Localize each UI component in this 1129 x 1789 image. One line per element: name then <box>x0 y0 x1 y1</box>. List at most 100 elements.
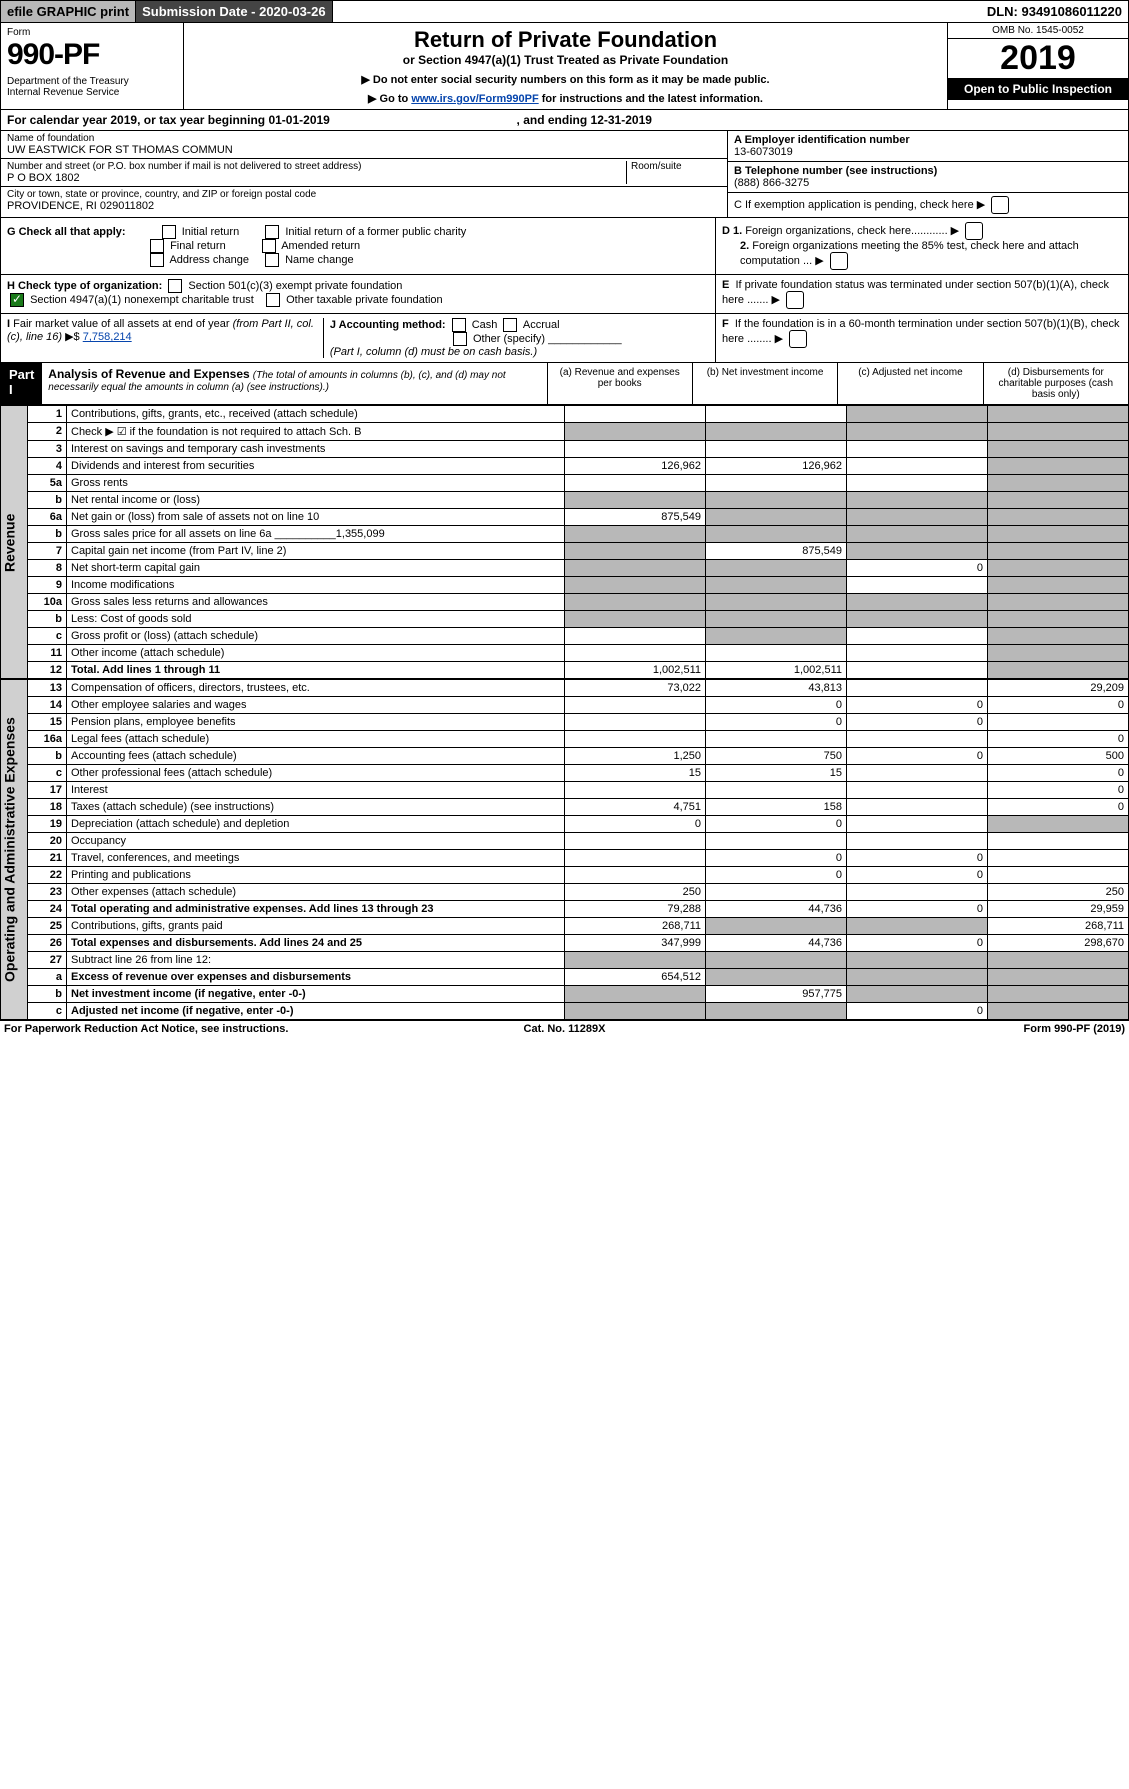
line-num: 21 <box>28 850 67 867</box>
col-a: 0 <box>565 816 706 833</box>
col-c <box>847 406 988 423</box>
i-row: I Fair market value of all assets at end… <box>7 318 323 358</box>
col-d <box>988 594 1129 611</box>
irs-link[interactable]: www.irs.gov/Form990PF <box>411 93 538 105</box>
line-desc: Excess of revenue over expenses and disb… <box>67 969 565 986</box>
col-c: 0 <box>847 901 988 918</box>
line-desc: Capital gain net income (from Part IV, l… <box>67 543 565 560</box>
line-11: 11Other income (attach schedule) <box>1 645 1129 662</box>
line-desc: Subtract line 26 from line 12: <box>67 952 565 969</box>
j-accrual[interactable] <box>503 318 517 332</box>
d2-checkbox[interactable] <box>830 252 848 270</box>
line-num: c <box>28 1003 67 1020</box>
g-name[interactable] <box>265 253 279 267</box>
h-row: H Check type of organization: Section 50… <box>7 279 709 307</box>
fmv-link[interactable]: 7,758,214 <box>83 331 132 343</box>
col-c <box>847 628 988 645</box>
addr-label: Number and street (or P.O. box number if… <box>7 161 626 172</box>
line-5a: 5aGross rents <box>1 475 1129 492</box>
line-desc: Gross sales price for all assets on line… <box>67 526 565 543</box>
col-c <box>847 458 988 475</box>
col-d <box>988 475 1129 492</box>
col-a <box>565 423 706 441</box>
col-a: 79,288 <box>565 901 706 918</box>
col-d <box>988 833 1129 850</box>
line-15: 15Pension plans, employee benefits00 <box>1 714 1129 731</box>
col-b: 750 <box>706 748 847 765</box>
h-4947[interactable] <box>10 293 24 307</box>
line-12: 12Total. Add lines 1 through 111,002,511… <box>1 662 1129 679</box>
line-c: cAdjusted net income (if negative, enter… <box>1 1003 1129 1020</box>
col-b <box>706 406 847 423</box>
col-d: 0 <box>988 799 1129 816</box>
hij-block: H Check type of organization: Section 50… <box>0 275 1129 314</box>
j-other[interactable] <box>453 332 467 346</box>
col-a <box>565 850 706 867</box>
j-cash[interactable] <box>452 318 466 332</box>
col-b <box>706 918 847 935</box>
line-desc: Accounting fees (attach schedule) <box>67 748 565 765</box>
line-num: c <box>28 628 67 645</box>
inst-2: ▶ Go to www.irs.gov/Form990PF for instru… <box>188 92 943 105</box>
h-other[interactable] <box>266 293 280 307</box>
line-num: 10a <box>28 594 67 611</box>
col-c: 0 <box>847 850 988 867</box>
c-checkbox[interactable] <box>991 196 1009 214</box>
city: PROVIDENCE, RI 029011802 <box>7 200 721 212</box>
line-num: 19 <box>28 816 67 833</box>
g-amended[interactable] <box>262 239 276 253</box>
col-d: 500 <box>988 748 1129 765</box>
col-a <box>565 475 706 492</box>
line-num: b <box>28 748 67 765</box>
line-num: 20 <box>28 833 67 850</box>
g-address[interactable] <box>150 253 164 267</box>
col-d <box>988 458 1129 475</box>
col-b: 875,549 <box>706 543 847 560</box>
col-a <box>565 594 706 611</box>
line-3: 3Interest on savings and temporary cash … <box>1 441 1129 458</box>
col-b: 0 <box>706 867 847 884</box>
line-8: 8Net short-term capital gain0 <box>1 560 1129 577</box>
col-a <box>565 645 706 662</box>
col-c: 0 <box>847 935 988 952</box>
col-d <box>988 577 1129 594</box>
g-initial[interactable] <box>162 225 176 239</box>
col-a <box>565 611 706 628</box>
open-inspection: Open to Public Inspection <box>948 78 1128 100</box>
col-d <box>988 526 1129 543</box>
j-row: J Accounting method: Cash Accrual Other … <box>323 318 709 358</box>
line-num: a <box>28 969 67 986</box>
side-label: Operating and Administrative Expenses <box>1 680 28 1020</box>
col-a <box>565 560 706 577</box>
col-a: 1,002,511 <box>565 662 706 679</box>
col-d: 268,711 <box>988 918 1129 935</box>
col-b: 43,813 <box>706 680 847 697</box>
line-17: 17Interest0 <box>1 782 1129 799</box>
efile-label: efile GRAPHIC print <box>1 1 136 22</box>
g-final[interactable] <box>150 239 164 253</box>
line-13: Operating and Administrative Expenses13C… <box>1 680 1129 697</box>
f-checkbox[interactable] <box>789 330 807 348</box>
e-checkbox[interactable] <box>786 291 804 309</box>
col-d <box>988 969 1129 986</box>
line-num: 24 <box>28 901 67 918</box>
col-b <box>706 492 847 509</box>
col-d <box>988 492 1129 509</box>
col-b <box>706 611 847 628</box>
h-501c3[interactable] <box>168 279 182 293</box>
line-desc: Net gain or (loss) from sale of assets n… <box>67 509 565 526</box>
col-a: 250 <box>565 884 706 901</box>
line-9: 9Income modifications <box>1 577 1129 594</box>
line-num: 7 <box>28 543 67 560</box>
col-d <box>988 867 1129 884</box>
form-label: Form <box>7 27 177 38</box>
d1-checkbox[interactable] <box>965 222 983 240</box>
col-b: 1,002,511 <box>706 662 847 679</box>
g-initial-former[interactable] <box>265 225 279 239</box>
line-desc: Depreciation (attach schedule) and deple… <box>67 816 565 833</box>
line-num: b <box>28 611 67 628</box>
col-d <box>988 509 1129 526</box>
name-label: Name of foundation <box>7 133 721 144</box>
col-b <box>706 884 847 901</box>
line-b: bNet investment income (if negative, ent… <box>1 986 1129 1003</box>
